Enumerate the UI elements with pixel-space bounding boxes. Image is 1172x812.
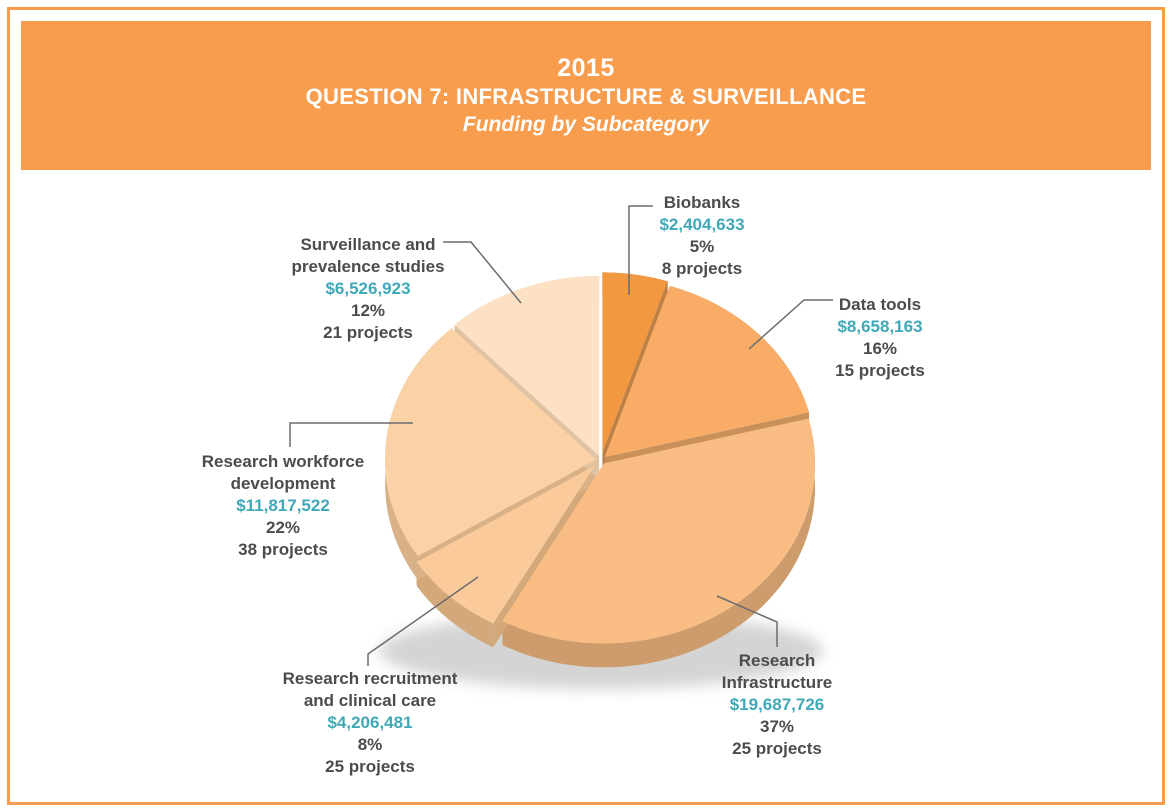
leader-line-surveillance: [443, 241, 522, 304]
slice-amount: $8,658,163: [837, 317, 923, 336]
slice-amount: $11,817,522: [236, 496, 330, 515]
slice-percent: 5%: [689, 237, 715, 256]
leader-line-infrastructure: [716, 595, 778, 647]
slice-percent: 16%: [862, 339, 898, 358]
slice-label: Biobanks: [663, 193, 741, 212]
pie-slice-research-infrastructure: [502, 418, 816, 644]
slice-projects: 21 projects: [323, 323, 413, 342]
slice-percent: 8%: [357, 735, 383, 754]
pie-slice-research-recruitment: [416, 465, 595, 624]
slice-label: Data tools: [838, 295, 922, 314]
slice-projects: 8 projects: [661, 259, 743, 278]
leader-line-workforce: [289, 422, 413, 447]
slice-label: Surveillance and prevalence studies: [291, 235, 445, 276]
callout-research-workforce: Research workforce development $11,817,5…: [195, 451, 371, 561]
pie-slice-data-tools: [604, 285, 810, 458]
slice-percent: 37%: [759, 717, 795, 736]
slice-label: Research recruitment and clinical care: [282, 669, 458, 710]
leader-line-biobanks: [628, 205, 653, 295]
callout-data-tools: Data tools $8,658,163 16% 15 projects: [795, 294, 965, 382]
slice-label: Research Infrastructure: [721, 651, 833, 692]
header-title: QUESTION 7: INFRASTRUCTURE & SURVEILLANC…: [305, 83, 867, 109]
header-subtitle: Funding by Subcategory: [462, 112, 710, 136]
chart-header-band: 2015 QUESTION 7: INFRASTRUCTURE & SURVEI…: [21, 21, 1151, 170]
slice-projects: 38 projects: [238, 540, 328, 559]
pie-slice-surveillance: [454, 276, 600, 457]
pie-chart-area: Biobanks $2,404,633 5% 8 projects Data t…: [0, 170, 1172, 812]
slice-amount: $2,404,633: [659, 215, 745, 234]
slice-amount: $6,526,923: [325, 279, 411, 298]
pie-slices: [385, 272, 816, 644]
slice-label: Research workforce development: [201, 452, 365, 493]
pie-slice-research-workforce: [385, 328, 597, 556]
slice-percent: 22%: [265, 518, 301, 537]
pie-wall-surveillance: [454, 276, 600, 481]
leader-line-recruitment: [367, 576, 479, 666]
pie-slice-biobanks: [602, 272, 668, 453]
callout-surveillance: Surveillance and prevalence studies $6,5…: [280, 234, 456, 344]
slice-projects: 25 projects: [325, 757, 415, 776]
callout-research-infrastructure: Research Infrastructure $19,687,726 37% …: [711, 650, 843, 760]
slice-projects: 15 projects: [835, 361, 925, 380]
callout-research-recruitment: Research recruitment and clinical care $…: [275, 668, 465, 778]
leader-lines: [289, 205, 833, 666]
leader-line-data-tools: [748, 299, 833, 350]
slice-amount: $4,206,481: [327, 713, 413, 732]
slice-amount: $19,687,726: [729, 695, 825, 714]
header-year: 2015: [557, 53, 615, 82]
pie-rim-research-recruitment: [416, 562, 494, 648]
slice-projects: 25 projects: [732, 739, 822, 758]
callout-biobanks: Biobanks $2,404,633 5% 8 projects: [617, 192, 787, 280]
slice-percent: 12%: [350, 301, 386, 320]
